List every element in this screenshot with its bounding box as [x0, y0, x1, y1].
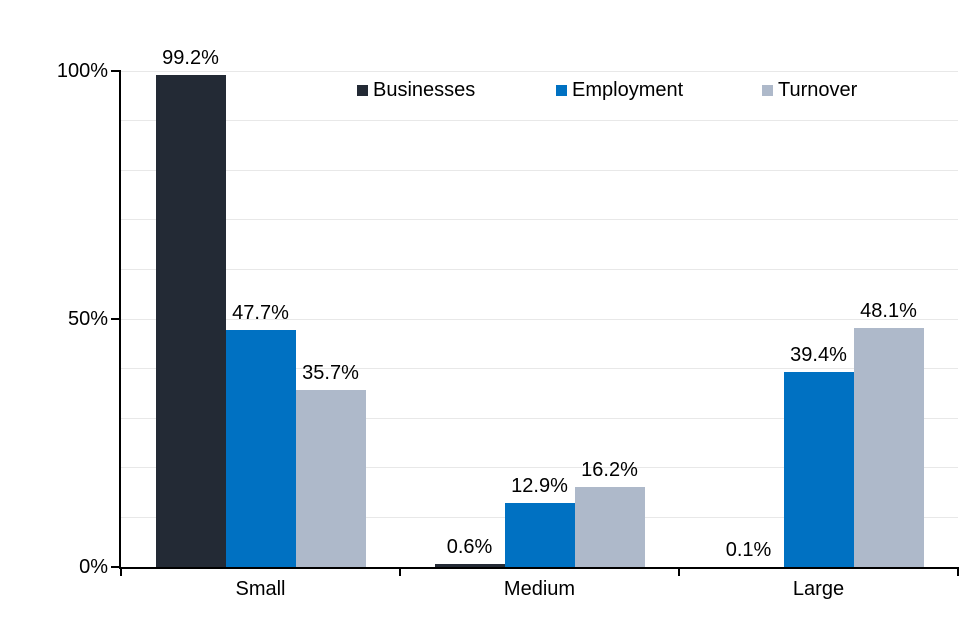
legend-item-businesses: Businesses	[357, 79, 475, 101]
legend-swatch-employment-icon	[556, 84, 567, 96]
bar-value-label: 16.2%	[581, 458, 638, 481]
legend-label-businesses: Businesses	[373, 79, 476, 101]
x-axis-tick	[957, 567, 959, 576]
bar-turnover-large	[853, 328, 924, 567]
bar-value-label: 47.7%	[232, 302, 289, 325]
y-tick-label: 50%	[67, 308, 108, 330]
y-axis-tick	[111, 70, 121, 72]
bar-employment-large	[783, 371, 854, 567]
x-axis-tick	[399, 567, 401, 576]
bar-value-label: 48.1%	[860, 300, 917, 323]
bar-employment-small	[225, 330, 296, 567]
legend-item-employment: Employment	[556, 79, 683, 101]
gridline	[121, 368, 958, 370]
bar-value-label: 0.1%	[725, 538, 772, 561]
legend-label-employment: Employment	[572, 79, 684, 101]
x-axis-tick	[678, 567, 680, 576]
gridline	[121, 169, 958, 171]
legend-item-turnover: Turnover	[762, 79, 857, 101]
bar-businesses-medium	[434, 564, 505, 567]
x-axis-line	[119, 567, 959, 569]
legend-swatch-turnover-icon	[762, 84, 773, 96]
bar-value-label: 35.7%	[302, 361, 359, 384]
gridline	[121, 318, 958, 320]
bar-turnover-medium	[574, 486, 645, 567]
legend: Businesses Employment Turnover	[0, 79, 960, 101]
bar-employment-medium	[504, 503, 575, 567]
gridline	[121, 120, 958, 122]
gridline	[121, 417, 958, 419]
x-category-label: Medium	[503, 578, 576, 600]
bar-value-label: 0.6%	[446, 536, 493, 559]
bar-value-label: 12.9%	[511, 475, 568, 498]
gridline	[121, 467, 958, 469]
gridline	[121, 70, 958, 72]
legend-label-turnover: Turnover	[778, 79, 858, 101]
bar-businesses-small	[155, 74, 226, 567]
y-axis-tick	[111, 566, 121, 568]
y-tick-label: 0%	[79, 556, 108, 578]
y-tick-label: 100%	[56, 60, 108, 82]
x-axis-tick	[120, 567, 122, 576]
x-category-label: Small	[235, 578, 286, 600]
y-axis-tick	[111, 318, 121, 320]
bar-value-label: 39.4%	[790, 343, 847, 366]
legend-swatch-businesses-icon	[357, 84, 368, 96]
gridline	[121, 219, 958, 221]
gridline	[121, 268, 958, 270]
x-category-label: Large	[792, 578, 845, 600]
bar-turnover-small	[295, 389, 366, 567]
bar-value-label: 99.2%	[162, 46, 219, 69]
